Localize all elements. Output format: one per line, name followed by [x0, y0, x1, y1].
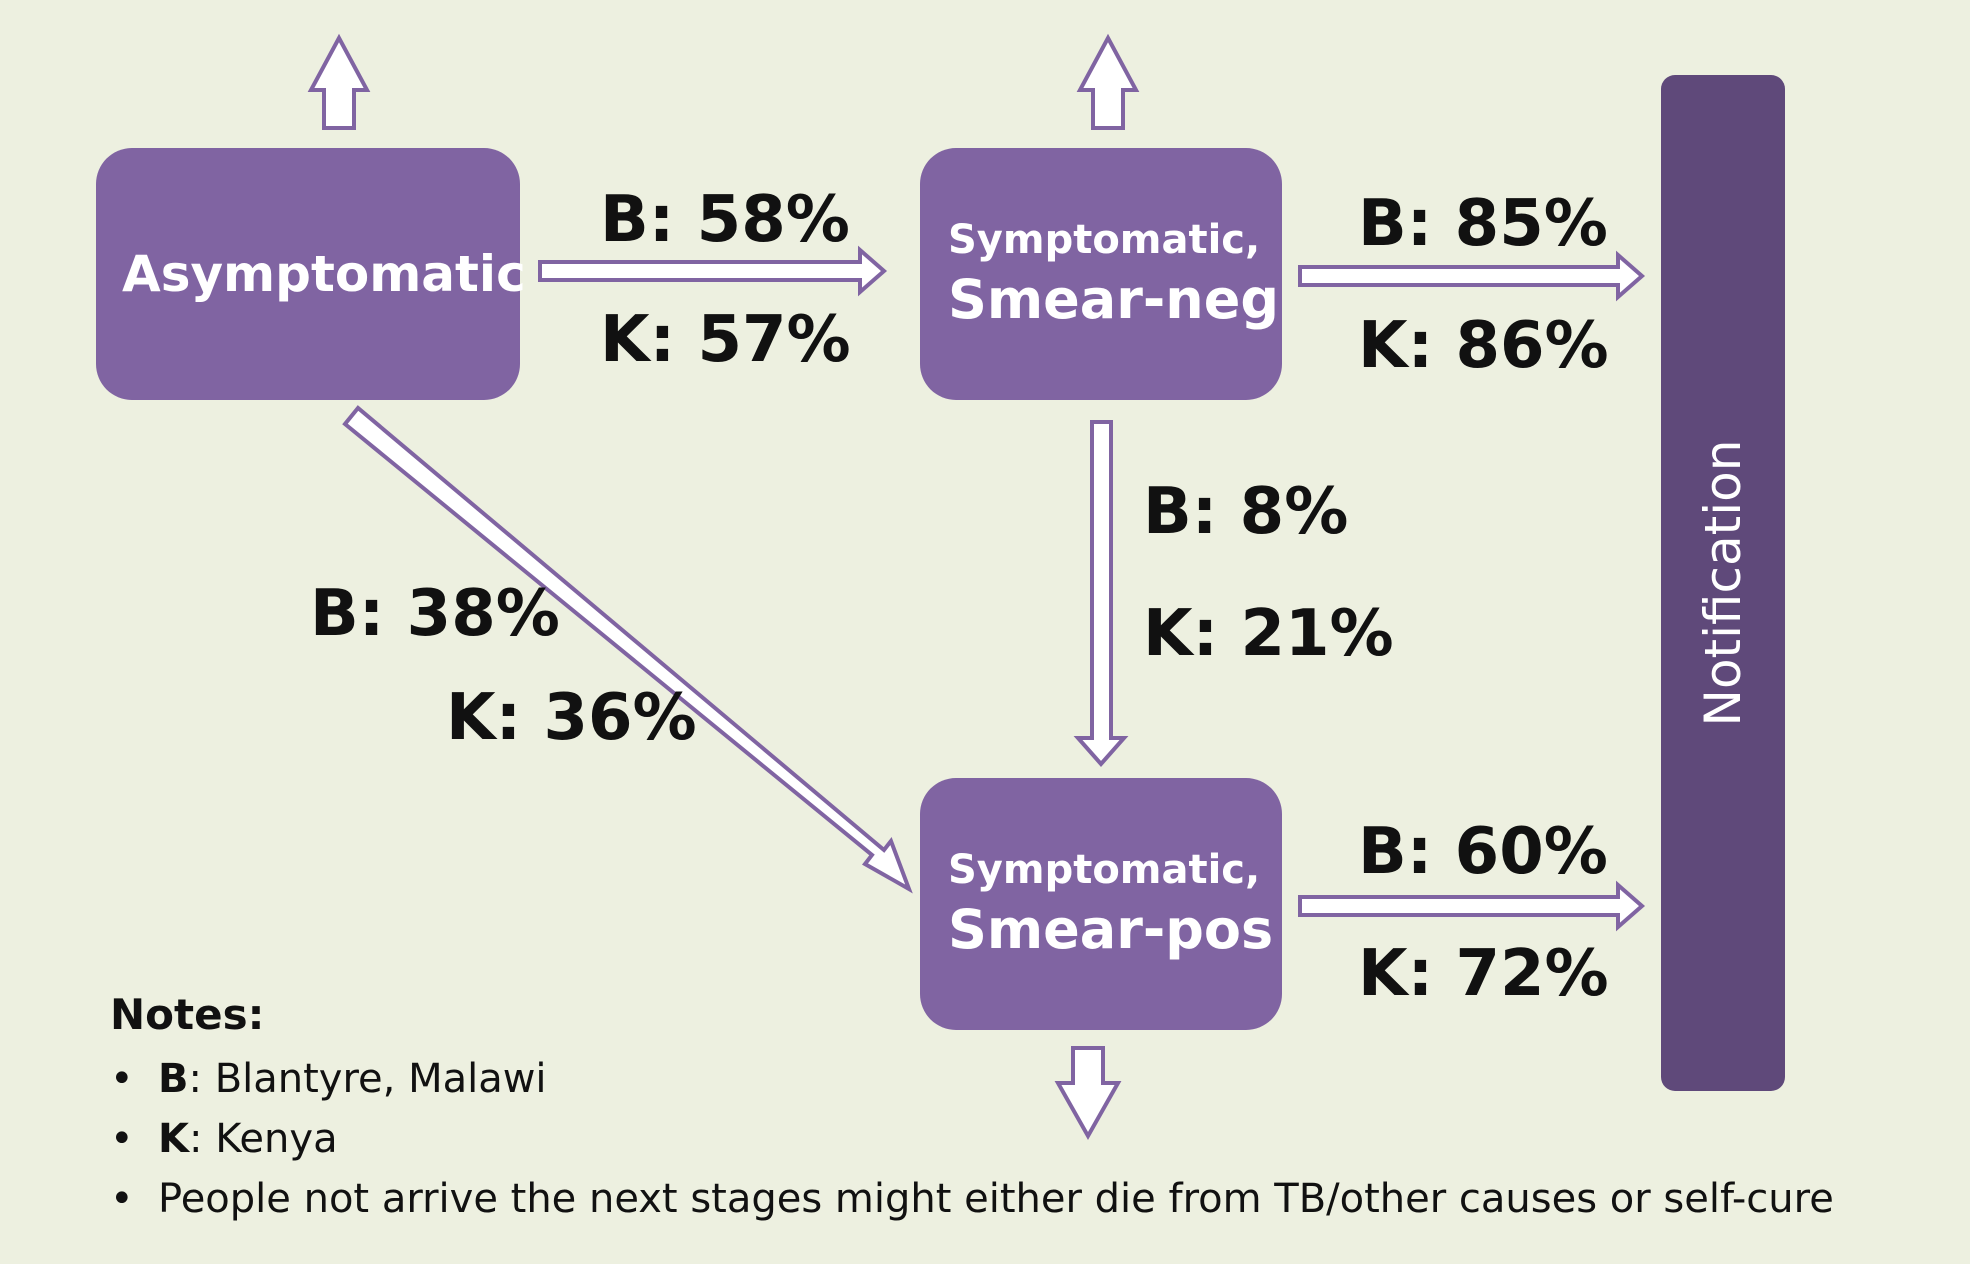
note-item: • B: Blantyre, Malawi — [110, 1049, 1834, 1109]
node-smear-neg-line1: Symptomatic, — [948, 217, 1261, 264]
exit-arrow-up-asymptomatic — [307, 33, 371, 130]
label-neg-to-notif-b: B: 85% — [1358, 187, 1608, 261]
note-item: • K: Kenya — [110, 1109, 1834, 1169]
label-pos-to-notif-b: B: 60% — [1358, 815, 1608, 889]
note-text: People not arrive the next stages might … — [158, 1176, 1834, 1222]
label-pos-to-notif-k: K: 72% — [1358, 937, 1609, 1011]
label-asym-to-pos-k: K: 36% — [446, 681, 697, 755]
node-notification-label: Notification — [1694, 439, 1752, 727]
node-asymptomatic: Asymptomatic — [96, 148, 526, 400]
exit-arrow-down-smear-pos — [1054, 1046, 1122, 1141]
arrow-smear-neg-to-smear-pos — [1073, 420, 1129, 768]
notes-title: Notes: — [110, 990, 265, 1039]
bullet-icon: • — [110, 1056, 134, 1102]
node-smear-pos: Symptomatic, Smear-pos — [920, 778, 1282, 1030]
label-asym-to-neg-b: B: 58% — [600, 183, 850, 257]
label-neg-to-pos-b: B: 8% — [1143, 475, 1349, 549]
note-item: • People not arrive the next stages might… — [110, 1169, 1834, 1229]
bullet-icon: • — [110, 1116, 134, 1162]
note-key: B — [158, 1056, 189, 1102]
note-text: : Kenya — [189, 1116, 338, 1162]
label-asym-to-pos-b: B: 38% — [310, 577, 560, 651]
arrow-asymptomatic-to-smear-pos — [342, 405, 913, 894]
node-smear-neg-line2: Smear-neg — [948, 268, 1279, 332]
node-smear-pos-line1: Symptomatic, — [948, 847, 1261, 894]
label-asym-to-neg-k: K: 57% — [600, 303, 851, 377]
label-neg-to-pos-k: K: 21% — [1143, 597, 1394, 671]
node-notification: Notification — [1661, 75, 1785, 1091]
label-neg-to-notif-k: K: 86% — [1358, 309, 1609, 383]
node-smear-pos-line2: Smear-pos — [948, 898, 1274, 962]
arrow-asymptomatic-to-smear-neg — [538, 245, 888, 297]
node-smear-neg: Symptomatic, Smear-neg — [920, 148, 1282, 400]
note-key: K — [158, 1116, 189, 1162]
node-asymptomatic-label: Asymptomatic — [122, 244, 526, 303]
arrow-smear-neg-to-notification — [1298, 250, 1646, 302]
notes: Notes: • B: Blantyre, Malawi • K: Kenya • P… — [110, 990, 1834, 1229]
bullet-icon: • — [110, 1176, 134, 1222]
exit-arrow-up-smear-neg — [1076, 33, 1140, 130]
note-text: : Blantyre, Malawi — [188, 1056, 547, 1102]
arrow-smear-pos-to-notification — [1298, 880, 1646, 932]
